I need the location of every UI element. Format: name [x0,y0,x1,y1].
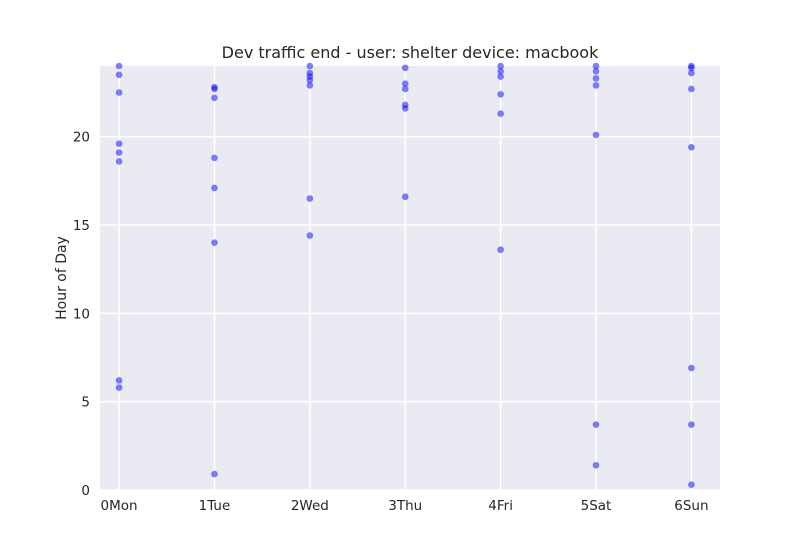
y-tick-label: 10 [73,306,90,322]
data-point [401,85,409,93]
x-tick-label: 3Thu [388,498,422,514]
y-tick-label: 0 [81,483,90,499]
data-point [115,140,123,148]
x-tick-label: 0Mon [101,498,138,514]
y-axis-label: Hour of Day [54,236,70,320]
data-point [211,154,218,162]
data-point [211,239,218,246]
data-point [211,470,218,478]
data-point [688,64,695,72]
data-point [115,71,123,79]
x-tick-label: 6Sun [674,498,708,514]
chart-title: Dev traffic end - user: shelter device: … [222,43,599,62]
data-point [115,158,123,165]
x-tick-label: 2Wed [291,498,329,514]
data-point [401,80,409,87]
data-point [592,68,600,75]
data-point [688,481,695,489]
data-point [115,384,123,391]
data-point [688,364,695,372]
data-point [306,195,314,202]
data-point [688,69,695,77]
y-tick-label: 15 [73,218,90,234]
data-point [497,246,504,254]
data-point [497,110,504,117]
data-point [592,75,600,82]
y-axis-ticks: 0 5 10 15 20 [73,130,90,499]
data-point [115,62,123,70]
data-point [592,131,600,139]
data-point [401,105,409,112]
data-point [497,62,504,70]
data-points [115,62,695,489]
data-point [115,149,123,156]
data-point [497,68,504,75]
plot-area [100,66,720,490]
data-point [401,64,409,72]
data-point [592,461,600,469]
data-point [592,82,600,89]
data-point [306,76,314,84]
data-point [211,184,218,192]
data-point [211,85,218,93]
data-point [306,62,314,70]
data-point [592,62,600,70]
x-tick-label: 5Sat [581,498,612,514]
data-point [688,421,695,428]
data-point [497,90,504,98]
data-point [592,421,600,428]
data-point [211,94,218,102]
x-axis-ticks: 0Mon 1Tue 2Wed 3Thu 4Fri 5Sat 6Sun [101,498,709,514]
x-tick-label: 1Tue [199,498,231,514]
data-point [688,143,695,151]
data-point [115,89,123,96]
data-point [497,73,504,80]
data-point [115,377,123,384]
data-point [401,193,409,201]
y-tick-label: 5 [81,395,90,411]
data-point [306,232,314,239]
data-point [688,85,695,93]
data-point [306,82,314,89]
x-tick-label: 4Fri [488,498,513,514]
y-tick-label: 20 [73,130,90,146]
